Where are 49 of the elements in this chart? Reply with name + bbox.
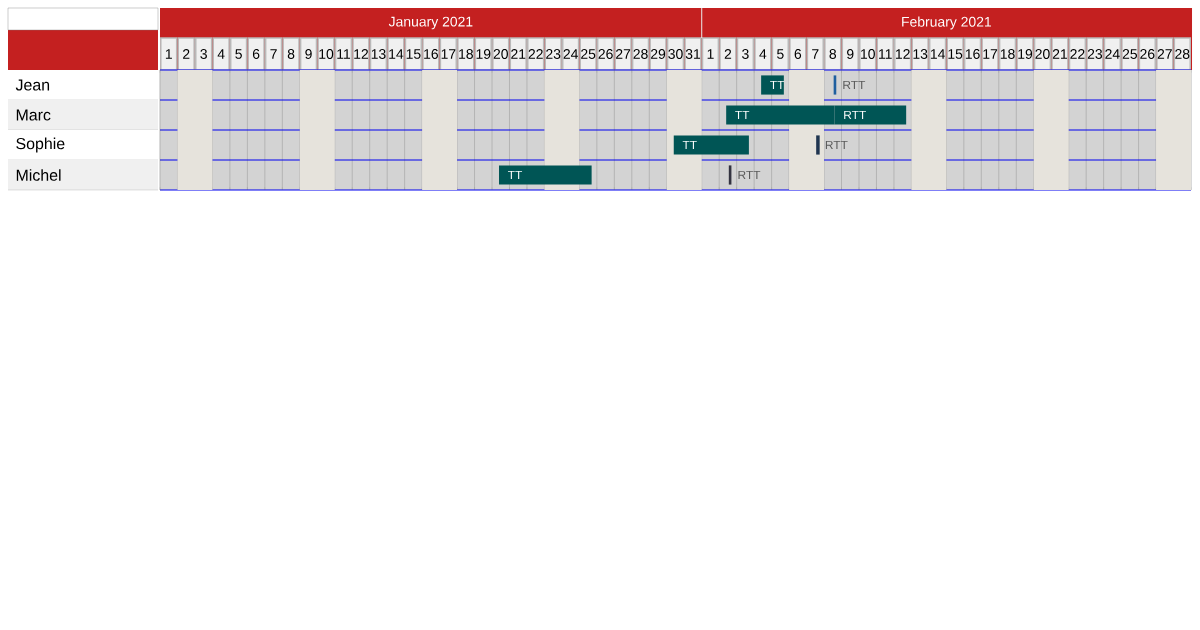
x-tick-label: 31	[685, 49, 701, 59]
x-tick-label: 30	[668, 49, 683, 59]
text: TT	[735, 110, 750, 120]
text: RTT	[825, 140, 848, 150]
x-tick-label: 20	[493, 49, 508, 59]
x-tick-label: 1	[165, 49, 172, 59]
bar	[499, 165, 592, 185]
y-tick-label: Marc	[16, 109, 51, 121]
x-tick-label: 28	[633, 49, 648, 59]
x-tick-label: 22	[528, 49, 543, 59]
x-tick-label: 19	[476, 49, 491, 59]
x-tick-label: 18	[459, 49, 473, 59]
x-tick-label: 10	[319, 49, 334, 59]
x-tick-label: 25	[581, 49, 596, 59]
text: TT	[507, 170, 523, 180]
y-tick-label: Jean	[15, 79, 50, 91]
y-tick-label: Michel	[16, 169, 61, 181]
x-tick-label: 21	[511, 49, 526, 59]
x-tick-label: 26	[598, 49, 613, 59]
x-tick-label: 2	[183, 49, 190, 59]
y-tick-label: Sophie	[16, 137, 65, 153]
x-tick-label: 12	[354, 49, 369, 59]
x-tick-label: 27	[616, 49, 631, 59]
x-tick-label: 4	[217, 49, 225, 59]
x-tick-label: 23	[546, 49, 561, 59]
x-tick-label: 5	[235, 49, 242, 59]
x-tick-label: 24	[563, 49, 578, 59]
x-tick-label: 6	[252, 49, 260, 59]
text: January 2021	[388, 16, 473, 30]
series-label: RTT	[844, 110, 866, 120]
x-tick-label: 15	[406, 49, 421, 59]
text: February 2021	[902, 16, 992, 30]
x-tick-label: 13	[371, 49, 386, 59]
text: RTT	[738, 170, 761, 180]
x-tick-label: 16	[424, 49, 438, 59]
x-tick-label: 3	[200, 49, 207, 59]
x-tick-label: 11	[337, 49, 351, 59]
x-tick-label: 14	[389, 49, 404, 59]
text: TT	[682, 140, 697, 150]
bar	[673, 135, 749, 155]
x-tick-label: 9	[305, 49, 312, 59]
x-tick-label: 7	[270, 49, 277, 59]
series-label: TT	[770, 80, 785, 90]
x-tick-label: 8	[287, 49, 295, 59]
x-tick-label: 17	[441, 49, 456, 59]
x-tick-label: 29	[650, 49, 666, 59]
bar	[816, 135, 820, 155]
text: RTT	[843, 80, 866, 90]
bar	[761, 75, 784, 95]
